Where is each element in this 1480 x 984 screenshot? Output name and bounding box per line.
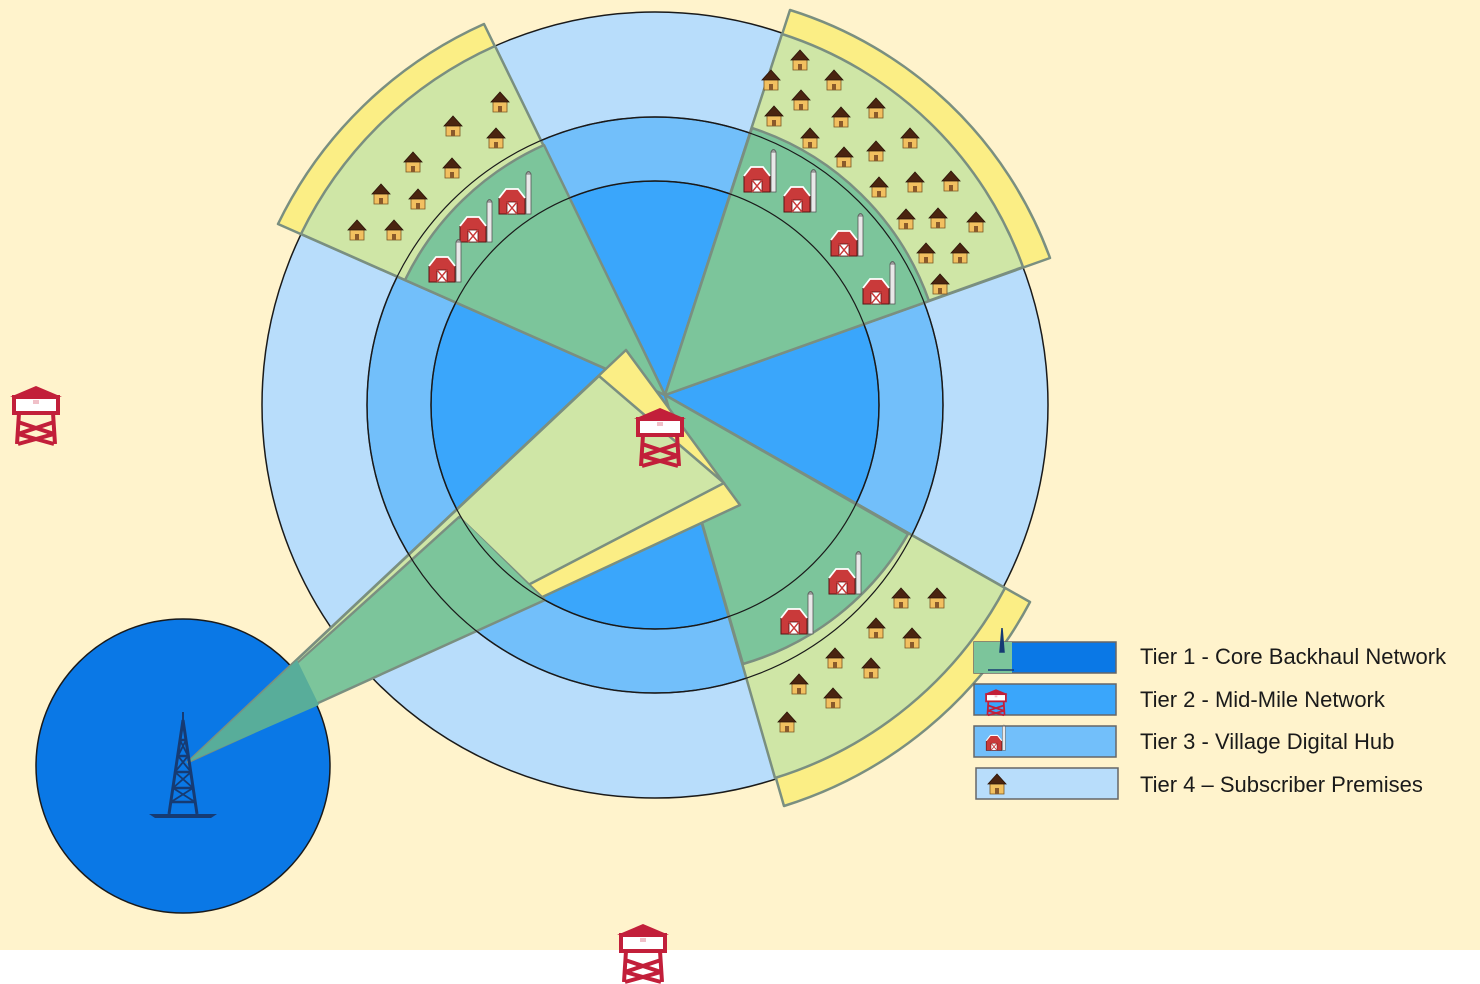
tier-ring-outlines xyxy=(366,116,944,694)
sector-northwest-inner xyxy=(403,143,667,397)
legend xyxy=(973,627,1119,800)
legend-label-tier4: Tier 4 – Subscriber Premises xyxy=(1140,772,1423,797)
water-tower-icon xyxy=(615,922,671,984)
legend-item-tier2 xyxy=(973,683,1117,717)
legend-item-tier1 xyxy=(973,627,1117,674)
legend-label-tier2: Tier 2 - Mid-Mile Network xyxy=(1140,687,1385,712)
coverage-sectors xyxy=(186,8,1052,808)
legend-item-tier3 xyxy=(973,724,1117,758)
sector-southeast-inner xyxy=(663,393,910,666)
legend-item-tier4 xyxy=(975,767,1119,800)
backhaul-beam-tip xyxy=(188,660,319,762)
legend-label-tier1: Tier 1 - Core Backhaul Network xyxy=(1140,644,1447,669)
core-backhaul-circle xyxy=(35,618,331,914)
legend-label-tier3: Tier 3 - Village Digital Hub xyxy=(1140,729,1395,754)
